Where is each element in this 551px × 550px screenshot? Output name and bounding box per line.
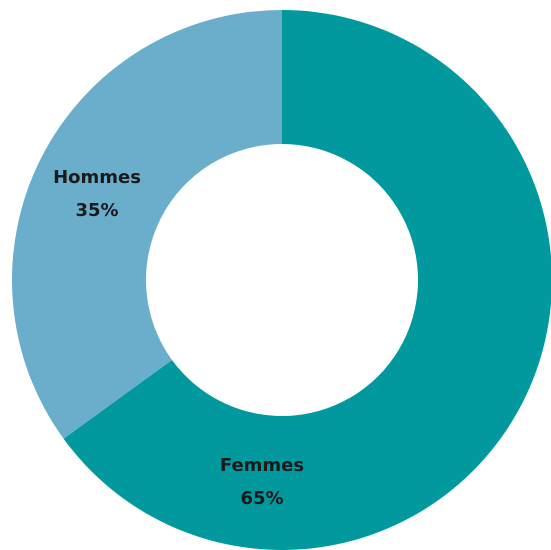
slice-value-label: 65%	[240, 488, 283, 509]
donut-slice	[11, 10, 282, 439]
slice-value-label: 35%	[75, 200, 118, 221]
slice-label: Hommes	[53, 167, 141, 188]
slice-label: Femmes	[220, 455, 304, 476]
donut-slice	[63, 10, 551, 550]
